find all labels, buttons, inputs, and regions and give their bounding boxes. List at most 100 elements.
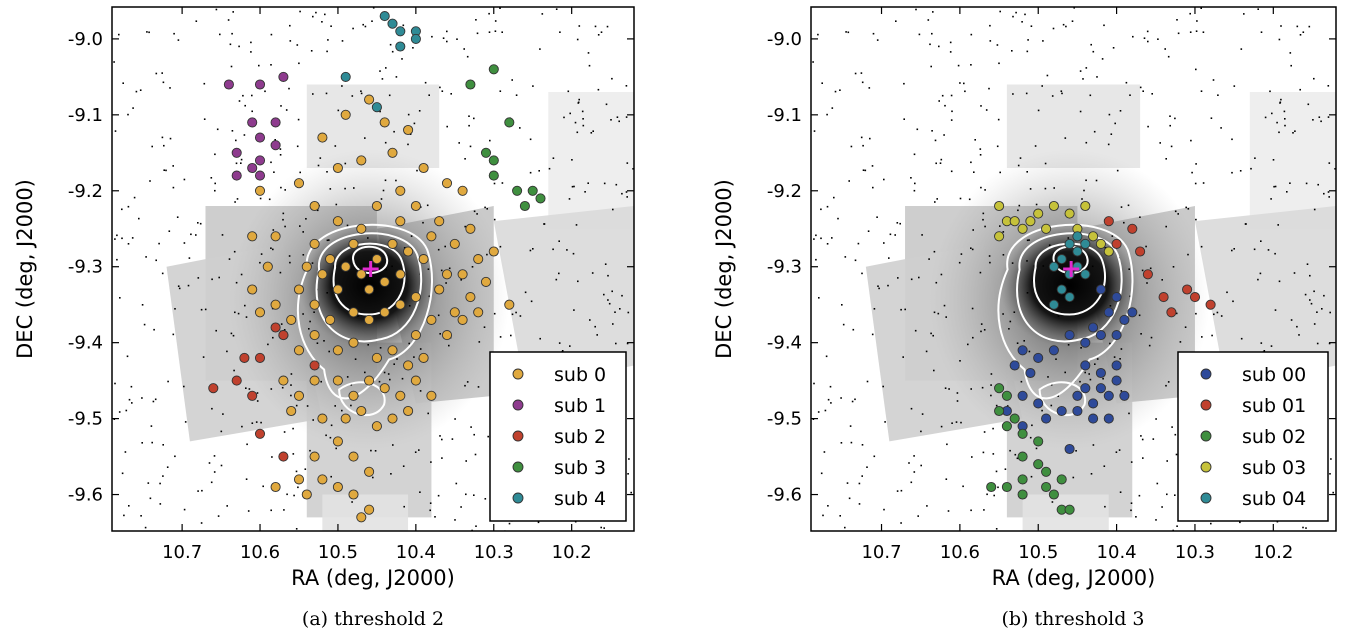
legend-label: sub 02	[1242, 426, 1306, 448]
star	[829, 385, 832, 388]
star	[494, 30, 497, 32]
data-point	[293, 284, 305, 295]
survey-field	[306, 84, 440, 168]
star	[454, 519, 456, 521]
star	[127, 113, 129, 116]
data-point	[1025, 216, 1036, 227]
star	[913, 455, 915, 457]
star	[1025, 92, 1028, 95]
star	[834, 90, 837, 93]
star	[632, 168, 634, 170]
star	[121, 472, 124, 475]
star	[1129, 94, 1131, 96]
star	[407, 113, 410, 116]
star	[1047, 376, 1049, 378]
star	[604, 263, 607, 265]
star	[872, 32, 875, 35]
star	[297, 486, 299, 489]
star	[448, 267, 451, 270]
star	[312, 419, 314, 421]
data-point	[1017, 428, 1028, 439]
star	[316, 209, 319, 212]
data-point	[418, 162, 429, 174]
star	[970, 64, 972, 66]
data-point	[270, 231, 281, 242]
star	[575, 224, 578, 226]
star	[250, 51, 252, 53]
star	[1029, 436, 1032, 439]
star	[163, 144, 165, 147]
star	[468, 115, 470, 117]
star	[285, 109, 288, 111]
star	[1240, 48, 1243, 50]
star	[395, 179, 397, 182]
data-point	[1127, 223, 1138, 234]
star	[330, 475, 332, 478]
legend-label: sub 03	[1242, 457, 1306, 479]
star	[986, 493, 988, 496]
star	[464, 384, 466, 387]
y-tick-label: -9.4	[68, 333, 103, 354]
star	[1271, 112, 1273, 115]
star	[1109, 342, 1111, 345]
star	[292, 427, 294, 430]
star	[1321, 308, 1323, 310]
star	[489, 139, 491, 142]
legend-marker	[512, 492, 524, 504]
star	[211, 278, 213, 281]
star	[539, 48, 541, 50]
star	[1030, 475, 1033, 478]
star	[141, 442, 143, 444]
data-point	[364, 504, 375, 515]
star	[299, 225, 301, 227]
star	[625, 85, 628, 87]
star	[273, 171, 275, 173]
series-sub-2	[208, 322, 320, 462]
star	[1103, 465, 1106, 467]
star	[561, 350, 564, 352]
star	[1174, 494, 1176, 496]
star	[258, 64, 260, 67]
star	[825, 355, 828, 358]
star	[1253, 248, 1256, 251]
star	[279, 154, 282, 156]
star	[460, 506, 462, 508]
data-point	[1080, 383, 1091, 394]
star	[486, 253, 488, 256]
star	[331, 279, 334, 282]
star	[1165, 225, 1167, 228]
star	[1051, 501, 1054, 503]
data-point	[293, 345, 305, 356]
data-point	[371, 352, 382, 363]
star	[1060, 90, 1063, 92]
star	[311, 262, 314, 264]
star	[289, 24, 291, 27]
star	[990, 394, 992, 397]
star	[162, 444, 164, 446]
star	[1031, 424, 1033, 427]
star	[582, 118, 584, 120]
star	[1120, 390, 1123, 392]
star	[441, 90, 444, 92]
star	[402, 24, 405, 27]
star	[1226, 291, 1228, 294]
y-tick-label: -9.2	[68, 181, 103, 202]
star	[1092, 444, 1095, 446]
star	[1278, 131, 1280, 134]
data-point	[1111, 360, 1122, 371]
star	[555, 278, 558, 281]
star	[910, 278, 913, 281]
star	[146, 31, 148, 33]
x-tick-label: 10.6	[240, 542, 280, 563]
star	[869, 137, 871, 140]
star	[519, 127, 521, 129]
star	[169, 137, 172, 140]
star	[1151, 93, 1153, 95]
star	[921, 234, 923, 236]
star	[862, 169, 865, 171]
star	[466, 381, 469, 383]
star	[1280, 25, 1282, 27]
star	[515, 311, 517, 314]
data-point	[1111, 375, 1122, 386]
star	[326, 171, 328, 173]
